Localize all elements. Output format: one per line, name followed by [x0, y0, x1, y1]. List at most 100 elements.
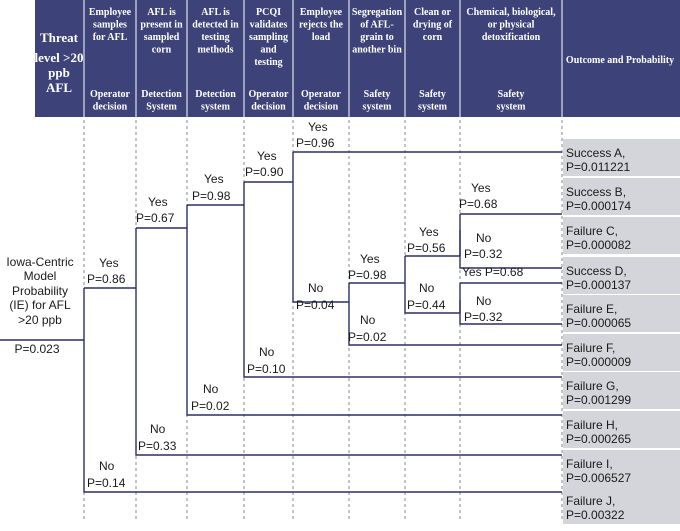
outcome-box: [563, 334, 680, 371]
header-threat-line: Threat: [40, 30, 79, 45]
branch-yes-probability: P=0.96: [296, 136, 335, 150]
branch-yes-probability: P=0.98: [192, 189, 231, 203]
outcome-probability: P=0.00322: [566, 508, 625, 522]
outcome-name: Failure C,: [566, 224, 618, 238]
outcome-probability: P=0.000174: [566, 199, 631, 213]
branch-no-label: No: [476, 231, 492, 245]
header-column-title-line: Segregation: [352, 7, 403, 18]
branch-yes-probability: P=0.98: [348, 268, 387, 282]
initiating-event-line: Model: [24, 269, 57, 283]
branch-yes-probability: P=0.86: [87, 272, 126, 286]
header-column-title-line: sampling: [249, 32, 288, 43]
outcome-name: Failure J,: [566, 494, 615, 508]
branch-yes-probability: P=0.68: [459, 197, 498, 211]
header-column-subtitle-line: Safety: [364, 89, 391, 100]
header-column-subtitle-line: System: [146, 102, 177, 113]
header-column-title-line: sampled: [144, 32, 180, 43]
branch-no-label: No: [203, 382, 219, 396]
header-column-title-line: Employee: [300, 7, 343, 18]
header-column-title-line: detected in: [192, 20, 239, 31]
outcome-name: Failure I,: [566, 457, 613, 471]
branch-pcqi: [243, 182, 562, 378]
header-column-title-line: samples: [93, 20, 127, 31]
branch-yes-probability: P=0.90: [245, 165, 284, 179]
outcome-box: [563, 450, 680, 487]
header-column-title-line: AFL is: [147, 7, 176, 18]
outcome-probability: P=0.000009: [566, 355, 631, 369]
branch-yes-probability: P=0.56: [407, 241, 446, 255]
header-column-title-line: Employee: [89, 7, 132, 18]
branch-yes-label: Yes: [99, 256, 119, 270]
branch-yes-probability: P=0.67: [136, 211, 175, 225]
outcome-name: Failure E,: [566, 302, 617, 316]
initiating-event-line: (IE) for AFL: [9, 298, 71, 312]
header-column-title-line: detoxification: [482, 32, 541, 43]
initiating-event-line: >20 ppb: [18, 313, 62, 327]
header-threat-line: level >20: [35, 50, 84, 65]
header-column-subtitle-line: decision: [251, 102, 286, 113]
header-threat-line: ppb: [48, 65, 70, 80]
header-column-title-line: grain to: [360, 32, 394, 43]
branch-yes-label: Yes: [148, 195, 168, 209]
header-column-subtitle-line: system: [201, 102, 231, 113]
outcome-name: Failure H,: [566, 418, 618, 432]
branch-no-label: No: [419, 281, 435, 295]
outcome-probability: P=0.000065: [566, 316, 631, 330]
branch-yes-label: Yes: [308, 120, 328, 134]
header-background: [35, 0, 680, 117]
branch-yes-label: Yes: [204, 172, 224, 186]
branch-no-label: No: [476, 294, 492, 308]
outcome-name: Failure F,: [566, 341, 615, 355]
header-column-title-line: and: [260, 45, 277, 56]
initiating-event-line: Iowa-Centric: [6, 255, 73, 269]
header-column-title-line: load: [312, 32, 331, 43]
outcome-column: Success A,P=0.011221 Success B,P=0.000174…: [563, 139, 680, 524]
branch-no-probability: P=0.32: [464, 310, 503, 324]
branch-detox-lower: [459, 283, 562, 325]
outcome-box: [563, 372, 680, 409]
header-column-title-line: methods: [197, 45, 233, 56]
branch-no-label: No: [308, 281, 324, 295]
branch-no-probability: P=0.02: [191, 399, 230, 413]
outcome-box: [563, 217, 680, 254]
outcome-probability: P=0.000082: [566, 238, 631, 252]
branch-yes-label: Yes: [419, 225, 439, 239]
branch-yes-label: Yes: [360, 252, 380, 266]
header-column-subtitle-line: Detection: [141, 89, 182, 100]
header-column-title-line: PCQI: [256, 7, 281, 18]
header-column-subtitle-line: Safety: [498, 89, 525, 100]
branch-yes-label: Yes: [257, 149, 277, 163]
header-threat-line: AFL: [46, 80, 72, 95]
header-column-title-line: testing: [201, 32, 229, 43]
initiating-event-probability: P=0.023: [14, 342, 59, 356]
branch-no-probability: P=0.33: [138, 439, 177, 453]
header-column-title-line: Chemical, biological,: [466, 7, 556, 18]
header-column-title-line: corn: [152, 45, 172, 56]
header-column-title-line: testing: [254, 57, 282, 68]
outcome-box: [563, 257, 680, 294]
header-column-subtitle-line: Operator: [301, 89, 342, 100]
header-column-subtitle-line: decision: [93, 102, 128, 113]
outcome-box: [563, 411, 680, 448]
outcome-probability: P=0.011221: [566, 160, 630, 174]
branch-no-label: No: [150, 422, 166, 436]
header-column-title-line: drying of: [413, 20, 453, 31]
header-column-subtitle-line: system: [363, 102, 393, 113]
branch-no-probability: P=0.02: [348, 330, 387, 344]
outcome-box: [563, 178, 680, 215]
branch-clean: [404, 256, 460, 314]
header-column-title-line: rejects the: [299, 20, 344, 31]
header-column-title-line: validates: [250, 20, 288, 31]
outcome-name: Failure G,: [566, 379, 619, 393]
header-column-title-line: corn: [423, 32, 443, 43]
initiating-event-line: Probability: [12, 284, 68, 298]
header-column-subtitle-line: Safety: [419, 89, 446, 100]
branch-no-label: No: [99, 459, 115, 473]
header-column-title-line: Clean or: [414, 7, 452, 18]
branch-no-probability: P=0.14: [87, 476, 126, 490]
header-column-subtitle-line: system: [497, 102, 527, 113]
outcome-name: Success A,: [566, 146, 625, 160]
